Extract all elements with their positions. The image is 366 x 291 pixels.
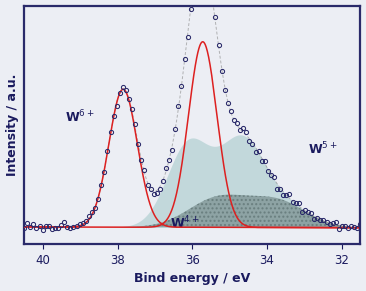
Text: W$^{6+}$: W$^{6+}$ — [66, 109, 95, 125]
X-axis label: Bind energy / eV: Bind energy / eV — [134, 272, 250, 285]
Text: W$^{5+}$: W$^{5+}$ — [308, 141, 338, 157]
Y-axis label: Intensity / a.u.: Intensity / a.u. — [5, 74, 19, 176]
Text: W$^{4+}$: W$^{4+}$ — [170, 215, 199, 231]
